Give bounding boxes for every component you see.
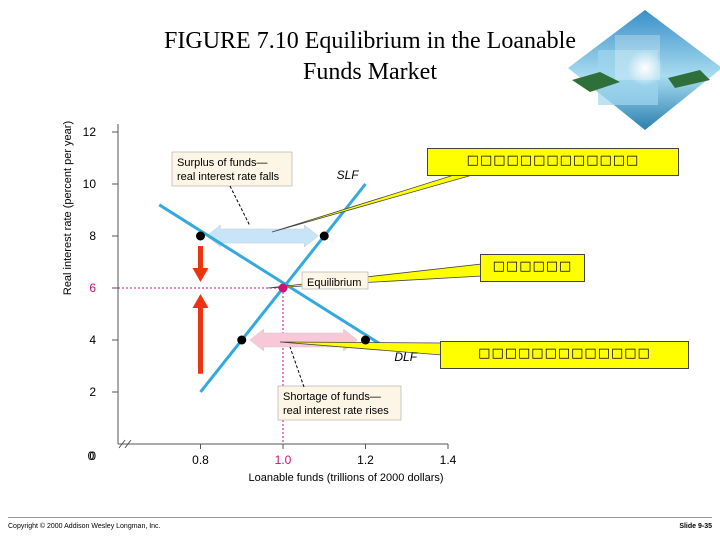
axis-break-mark [118, 439, 132, 449]
labels: Loanable funds (trillions of 2000 dollar… [62, 121, 444, 484]
surplus-leader [229, 185, 251, 227]
slide-number: Slide 9-35 [679, 523, 712, 530]
equilibrium-label-line-1: Equilibrium [307, 277, 361, 289]
y-tick-label-2: 2 [89, 385, 96, 399]
curve-label-slf: SLF [337, 168, 360, 182]
footer-rule [8, 517, 712, 518]
shortage-leader [289, 346, 305, 388]
equilibrium-point [278, 283, 288, 293]
red-arrow-up-head [192, 294, 209, 308]
surplus-label-line-2: real interest rate falls [177, 171, 280, 183]
x-tick-label-1.0: 1.0 [275, 453, 292, 467]
x-tick-label-0.8: 0.8 [192, 453, 209, 467]
callout-equilibrium: □□□□□□ [480, 254, 585, 282]
copyright-text: Copyright © 2000 Addison Wesley Longman,… [8, 523, 161, 530]
y-tick-label-0: 0 [89, 449, 96, 463]
tropical-beach-image [568, 10, 720, 130]
y-tick-label-8: 8 [89, 229, 96, 243]
x-tick-label-0: 0 [88, 449, 95, 463]
surplus-demand-point [196, 231, 205, 241]
arrows [192, 224, 358, 374]
y-tick-label-10: 10 [83, 177, 97, 191]
y-axis-label: Real interest rate (percent per year) [62, 121, 74, 295]
y-tick-label-4: 4 [89, 333, 96, 347]
shortage-label-box [277, 385, 402, 421]
callout-shortage: □□□□□□□□□□□□□ [440, 341, 689, 369]
surplus-label-box [171, 151, 293, 187]
pointer-surplus [271, 169, 491, 233]
title-line-1: FIGURE 7.10 Equilibrium in the Loanable [164, 28, 576, 54]
slide-title: FIGURE 7.10 Equilibrium in the Loanable … [100, 26, 640, 88]
curve-label-dlf: DLF [394, 350, 417, 364]
shortage-supply-point [237, 335, 247, 345]
callout-surplus: □□□□□□□□□□□□□ [427, 148, 679, 176]
y-tick-label-6: 6 [89, 281, 96, 295]
pointers [267, 169, 491, 356]
surplus-label-line-1: Surplus of funds— [177, 157, 268, 169]
curve-dlf [158, 203, 387, 350]
shortage-arrow [249, 328, 358, 352]
title-line-2: Funds Market [303, 59, 437, 85]
shortage-label-line-2: real interest rate rises [283, 405, 389, 417]
red-arrow-down-head [192, 268, 209, 282]
shortage-demand-point [361, 335, 370, 345]
y-tick-label-12: 12 [83, 125, 97, 139]
surplus-supply-point [319, 231, 329, 241]
x-tick-label-1.2: 1.2 [357, 453, 374, 467]
equilibrium-label-box [301, 271, 369, 290]
x-tick-label-1.4: 1.4 [440, 453, 457, 467]
shortage-label-line-1: Shortage of funds— [283, 391, 381, 403]
points [196, 231, 370, 345]
x-axis-label: Loanable funds (trillions of 2000 dollar… [248, 472, 443, 484]
pointer-shortage [279, 341, 443, 356]
